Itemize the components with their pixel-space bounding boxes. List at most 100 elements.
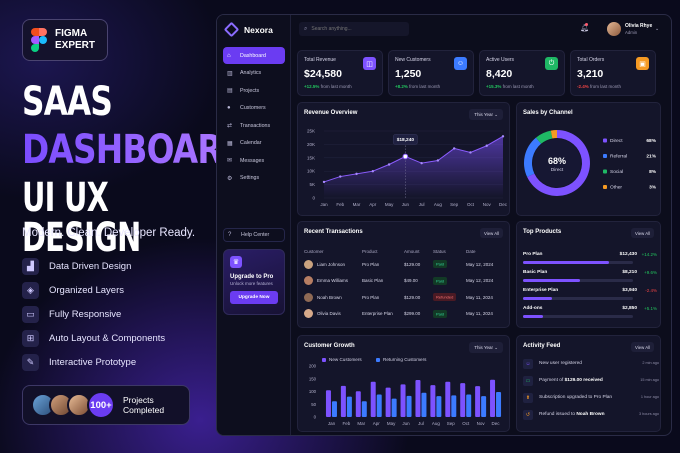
growth-bar-returning[interactable] [346,396,352,417]
revenue-point[interactable] [485,144,488,147]
revenue-point[interactable] [501,135,505,138]
activity-item[interactable]: ☺ New user registered 2 min ago [523,358,659,374]
growth-bar-new[interactable] [325,390,331,417]
kpi-value: 3,210 [577,68,604,80]
column-header: Amount [404,248,420,254]
growth-bar-returning[interactable] [406,395,412,417]
legend-value: 21% [646,154,656,160]
donut-slice-social[interactable] [535,130,553,144]
transactions-icon: ⇄ [227,123,233,129]
revenue-point[interactable] [322,180,326,184]
y-tick-label: 200 [309,364,317,369]
revenue-point[interactable] [371,170,375,173]
sidebar-item-projects[interactable]: ▤ Projects [223,82,285,99]
growth-bar-returning[interactable] [481,396,487,417]
table-row[interactable]: Olivia Davis Enterprise Plan $299.00 Paid Ma… [304,306,502,323]
legend-swatch [603,154,607,158]
product-row[interactable]: Basic Plan $8,210 +9.6% [523,270,657,288]
growth-period-dropdown[interactable]: This Year ⌄ [469,342,503,353]
product-row[interactable]: Enterprise Plan $3,940 -2.4% [523,288,657,306]
refund-icon: ↺ [523,410,533,420]
x-tick-label: Dec [492,421,501,426]
sidebar-item-customers[interactable]: ● Customers [223,100,285,117]
revenue-point[interactable] [452,147,456,150]
product-row[interactable]: Add-ons $2,850 +5.1% [523,306,657,324]
upgrade-now-button[interactable]: Upgrade Now [230,291,278,304]
growth-bar-new[interactable] [475,386,481,417]
growth-bar-returning[interactable] [331,401,337,417]
revenue-point[interactable] [339,175,342,178]
products-view-all-button[interactable]: View All [631,228,654,238]
highlight-point[interactable] [402,153,409,160]
sidebar-item-dashboard[interactable]: ⌂ Dashboard [223,47,285,64]
revenue-title: Revenue Overview [304,110,358,116]
revenue-point[interactable] [355,172,358,176]
help-center-button[interactable]: ? Help Center [223,228,285,242]
product-row[interactable]: Pro Plan $12,430 +14.2% [523,252,657,270]
revenue-point[interactable] [420,161,423,165]
table-row[interactable]: Noah Brown Pro Plan $129.00 Refunded May 11,… [304,289,502,306]
activity-item[interactable]: ↺ Refund issued to Noah Brown 3 hours ago [523,409,659,425]
sidebar-item-settings[interactable]: ⚙ Settings [223,170,285,187]
growth-bar-new[interactable] [370,381,376,417]
brand[interactable]: Nexora [223,21,273,38]
user-avatar[interactable] [607,22,621,36]
growth-bar-returning[interactable] [361,401,367,417]
activity-item[interactable]: ▭ Payment of $129.00 received 15 min ago [523,375,659,391]
growth-bar-returning[interactable] [376,394,382,417]
growth-bar-returning[interactable] [436,396,442,417]
growth-bar-new[interactable] [385,387,391,417]
notification-dot [585,23,588,26]
search-box[interactable]: ⌕ [299,22,409,36]
growth-bar-returning[interactable] [496,392,502,417]
help-icon: ? [228,232,232,238]
growth-bar-returning[interactable] [421,392,427,417]
revenue-point[interactable] [387,163,391,166]
table-row[interactable]: Emma Williams Basic Plan $49.00 Paid May 12,… [304,273,502,290]
search-input[interactable] [311,26,402,32]
x-tick-label: Jun [402,421,410,426]
transactions-table: Customer Product Amount Status Date Liam John… [304,246,502,322]
donut-slice-referral[interactable] [524,137,542,178]
analytics-icon: ▥ [227,70,233,77]
customer-cell: Olivia Davis [304,309,362,319]
activity-view-all-button[interactable]: View All [631,342,654,352]
kpi-card[interactable]: New Customers 1,250 +8.2% from last month ☺ [388,50,474,96]
growth-bar-new[interactable] [460,383,466,417]
sidebar-item-transactions[interactable]: ⇄ Transactions [223,117,285,134]
growth-bar-returning[interactable] [451,395,457,417]
activity-item[interactable]: ⬆ Subscription upgraded to Pro Plan 1 hour… [523,392,659,408]
revenue-point[interactable] [436,159,440,162]
revenue-chart: 0 5K 10K 15K 20K 25K Jan Feb Mar Apr May Jun Jul Aug S… [307,129,508,208]
sidebar-item-calendar[interactable]: ▦ Calendar [223,135,285,152]
revenue-period-dropdown[interactable]: This Year ⌄ [469,109,503,120]
feature-item: ◈ Organized Layers [22,278,165,302]
table-row[interactable]: Liam Johnson Pro Plan $129.00 Paid May 12, 2… [304,256,502,273]
chevron-down-icon[interactable]: ⌄ [655,26,660,32]
sidebar-item-analytics[interactable]: ▥ Analytics [223,65,285,82]
transactions-view-all-button[interactable]: View All [480,228,503,238]
growth-bar-new[interactable] [355,391,361,417]
growth-bar-returning[interactable] [466,394,472,417]
growth-bar-new[interactable] [430,385,436,417]
bell-icon[interactable]: 🔔︎ [580,25,589,32]
growth-bar-new[interactable] [490,379,496,417]
growth-bar-new[interactable] [445,381,451,417]
growth-bar-new[interactable] [400,384,406,417]
donut-slice-other[interactable] [550,130,557,139]
legend-swatch [376,357,380,362]
kpi-card[interactable]: Total Revenue $24,580 +12.5% from last mon… [297,50,383,96]
feature-item: ✎ Interactive Prototype [22,350,165,374]
growth-bar-new[interactable] [340,385,346,417]
y-tick-label: 5K [309,182,315,187]
kpi-card[interactable]: Total Orders 3,210 -2.4% from last month ▣ [570,50,656,96]
promo-panel: FIGMA EXPERT SAAS DASHBOARD UI UX DESIGN… [0,0,249,453]
column-header: Status [433,248,446,254]
growth-bar-returning[interactable] [391,398,397,417]
growth-bar-new[interactable] [415,380,421,417]
projects-completed-badge: 100+ Projects Completed [22,385,190,425]
kpi-card[interactable]: Active Users 8,420 +15.3% from last month ⏻ [479,50,565,96]
sidebar-item-messages[interactable]: ✉ Messages [223,152,285,169]
x-tick-label: Aug [434,202,443,207]
revenue-point[interactable] [469,151,472,154]
